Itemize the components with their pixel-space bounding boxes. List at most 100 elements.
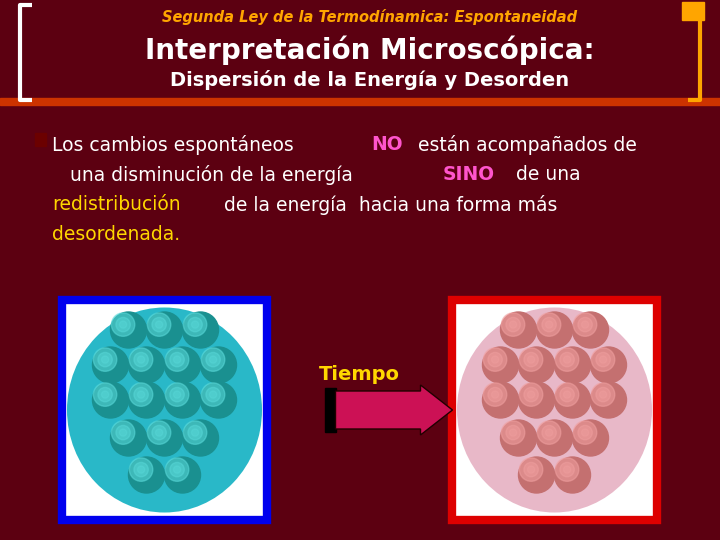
Circle shape [192, 429, 199, 436]
Circle shape [110, 312, 146, 348]
Circle shape [518, 382, 554, 418]
Circle shape [560, 462, 575, 477]
Circle shape [94, 383, 117, 406]
Circle shape [130, 348, 153, 372]
Circle shape [501, 421, 525, 444]
Circle shape [130, 458, 153, 481]
Circle shape [596, 353, 611, 367]
Circle shape [518, 347, 554, 383]
Ellipse shape [457, 307, 652, 512]
Circle shape [555, 383, 579, 406]
Circle shape [134, 387, 148, 402]
Circle shape [184, 421, 207, 444]
Circle shape [537, 313, 561, 336]
Circle shape [148, 313, 171, 336]
Circle shape [152, 318, 166, 332]
Circle shape [134, 462, 148, 477]
Circle shape [98, 387, 112, 402]
Circle shape [524, 353, 539, 367]
Circle shape [528, 391, 535, 398]
Circle shape [164, 382, 200, 418]
Circle shape [582, 429, 589, 436]
Circle shape [501, 313, 525, 336]
Circle shape [210, 391, 217, 398]
Circle shape [555, 458, 579, 481]
Circle shape [564, 391, 571, 398]
Circle shape [564, 466, 571, 473]
Bar [35, 133, 46, 146]
Circle shape [170, 462, 184, 477]
Circle shape [492, 391, 499, 398]
Circle shape [134, 353, 148, 367]
Circle shape [184, 313, 207, 336]
Circle shape [94, 348, 117, 372]
Text: Tiempo: Tiempo [319, 366, 400, 384]
Text: Segunda Ley de la Termodínamica: Espontaneidad: Segunda Ley de la Termodínamica: Esponta… [163, 9, 577, 25]
Circle shape [518, 457, 554, 493]
Circle shape [128, 347, 164, 383]
Circle shape [546, 321, 553, 328]
Circle shape [156, 429, 163, 436]
Circle shape [166, 458, 189, 481]
Circle shape [524, 387, 539, 402]
Circle shape [590, 382, 626, 418]
Circle shape [519, 458, 543, 481]
FancyArrow shape [336, 385, 452, 435]
Circle shape [170, 387, 184, 402]
Circle shape [152, 426, 166, 440]
Circle shape [554, 382, 590, 418]
Circle shape [590, 347, 626, 383]
Circle shape [116, 318, 130, 332]
Circle shape [542, 426, 557, 440]
Text: Dispersión de la Energía y Desorden: Dispersión de la Energía y Desorden [171, 70, 570, 90]
Circle shape [200, 382, 236, 418]
Circle shape [572, 420, 608, 456]
Text: una disminución de la energía: una disminución de la energía [70, 165, 359, 185]
Circle shape [156, 321, 163, 328]
Circle shape [573, 313, 597, 336]
Circle shape [482, 382, 518, 418]
Circle shape [120, 321, 127, 328]
Circle shape [483, 383, 507, 406]
Circle shape [554, 347, 590, 383]
Circle shape [130, 383, 153, 406]
Circle shape [542, 318, 557, 332]
Circle shape [174, 356, 181, 363]
Circle shape [112, 421, 135, 444]
Bar [0, 98, 720, 105]
Circle shape [164, 347, 200, 383]
Circle shape [148, 421, 171, 444]
Circle shape [188, 426, 202, 440]
Circle shape [188, 318, 202, 332]
Circle shape [519, 348, 543, 372]
Circle shape [138, 356, 145, 363]
Circle shape [554, 457, 590, 493]
Text: SINO: SINO [443, 165, 495, 185]
Circle shape [146, 420, 182, 456]
Circle shape [488, 387, 503, 402]
Circle shape [560, 387, 575, 402]
Circle shape [202, 348, 225, 372]
Circle shape [564, 356, 571, 363]
Bar [682, 2, 704, 20]
Circle shape [202, 383, 225, 406]
Circle shape [92, 382, 128, 418]
Circle shape [102, 356, 109, 363]
Circle shape [528, 466, 535, 473]
Circle shape [182, 420, 218, 456]
Circle shape [128, 382, 164, 418]
Circle shape [536, 420, 572, 456]
Circle shape [524, 462, 539, 477]
Circle shape [166, 383, 189, 406]
Circle shape [572, 312, 608, 348]
Bar [62, 300, 267, 520]
Circle shape [483, 348, 507, 372]
Circle shape [582, 321, 589, 328]
Circle shape [182, 312, 218, 348]
Text: desordenada.: desordenada. [52, 226, 180, 245]
Circle shape [206, 353, 220, 367]
Text: NO: NO [372, 136, 403, 154]
Circle shape [146, 312, 182, 348]
Text: redistribución: redistribución [52, 195, 181, 214]
Text: de la energía  hacia una forma más: de la energía hacia una forma más [218, 195, 557, 215]
